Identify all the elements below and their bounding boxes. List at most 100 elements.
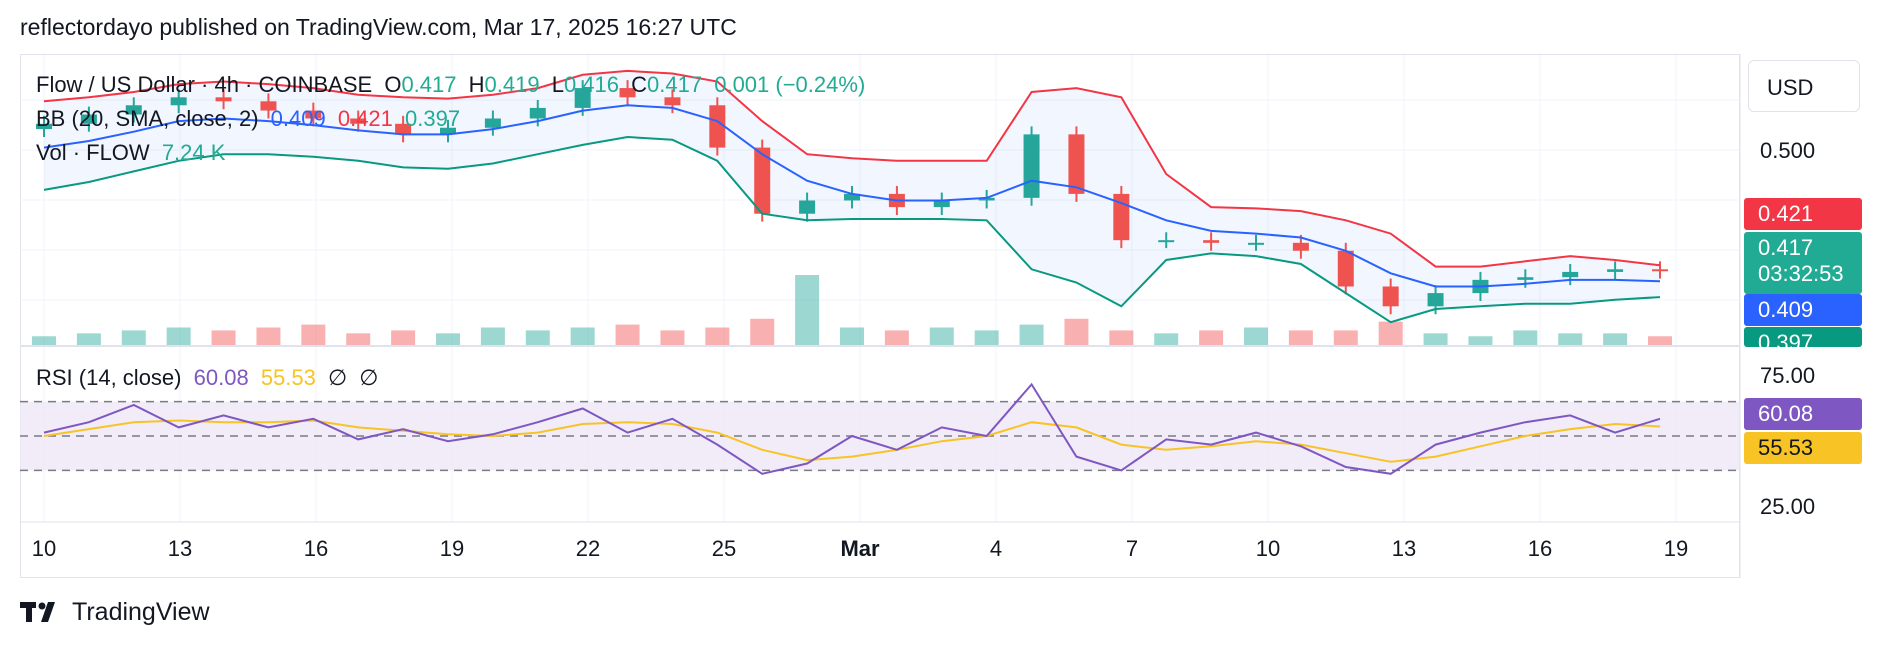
legend-main: Flow / US Dollar · 4h · COINBASE O0.417 …	[36, 72, 871, 98]
candle-23	[1068, 126, 1085, 202]
volume-bar-29	[1333, 330, 1358, 345]
volume-bar-11	[525, 330, 550, 345]
rsi-badge: 60.08	[1744, 398, 1862, 430]
candle-body-14	[664, 97, 681, 106]
candle-body-1	[80, 114, 97, 124]
legend-change: 0.001 (−0.24%)	[714, 72, 866, 97]
candle-9	[440, 119, 456, 143]
rsi-ma-value: 55.53	[260, 365, 316, 390]
last-price-badge: 0.417 03:32:53	[1744, 232, 1862, 294]
time-tick-3: 19	[439, 536, 465, 561]
candle-body-21	[978, 197, 995, 201]
candle-body-8	[395, 123, 412, 135]
upper-band-badge: 0.421	[1744, 198, 1862, 230]
candle-13	[619, 80, 636, 106]
rsi-label[interactable]: RSI (14, close)	[36, 365, 182, 390]
volume-bar-23	[1064, 318, 1089, 345]
candle-body-9	[440, 127, 456, 135]
candle-36	[1652, 261, 1668, 279]
volume-bar-16	[750, 318, 775, 345]
legend-o-label: O	[384, 72, 402, 97]
candle-body-18	[844, 193, 860, 201]
volume-bar-14	[660, 330, 685, 345]
volume-bar-5	[256, 327, 281, 345]
volume-bar-8	[391, 330, 416, 345]
legend-open: 0.417	[401, 72, 457, 97]
last-price-value: 0.417	[1758, 235, 1814, 260]
candle-body-23	[1068, 134, 1085, 194]
volume-bar-17	[795, 275, 820, 345]
legend-close: 0.417	[647, 72, 703, 97]
volume-bar-25	[1154, 333, 1179, 345]
bollinger-lines	[43, 69, 1661, 324]
currency-button[interactable]: USD	[1748, 60, 1860, 112]
volume-bar-19	[884, 330, 909, 345]
time-tick-2: 16	[303, 536, 329, 561]
candle-14	[664, 89, 681, 114]
legend-symbol[interactable]: Flow / US Dollar · 4h · COINBASE	[36, 72, 373, 97]
bb-upper-line	[43, 69, 1661, 268]
candle-body-22	[1023, 134, 1040, 198]
candle-body-5	[260, 101, 277, 111]
candle-18	[844, 185, 860, 209]
candle-body-16	[754, 147, 771, 214]
volume-bar-26	[1199, 330, 1224, 345]
candle-body-2	[125, 105, 142, 115]
candle-25	[1158, 232, 1175, 249]
publisher-caption: reflectordayo published on TradingView.c…	[20, 14, 737, 40]
volume-bar-22	[1019, 324, 1044, 345]
candle-body-25	[1158, 240, 1175, 243]
candle-7	[350, 110, 367, 132]
bb-lower-value: 0.397	[405, 106, 461, 131]
bb-basis-value: 0.409	[270, 106, 326, 131]
volume-bar-30	[1378, 321, 1403, 345]
volume-bar-4	[211, 330, 236, 345]
candle-body-12	[574, 88, 591, 108]
footer-brand[interactable]: TradingView	[20, 598, 210, 627]
candle-body-27	[1248, 242, 1264, 245]
candlesticks	[36, 80, 1668, 315]
candle-20	[933, 192, 950, 216]
candle-6	[305, 102, 322, 127]
legend-low: 0.416	[563, 72, 620, 97]
candle-body-0	[36, 123, 52, 130]
candle-26	[1203, 232, 1220, 251]
volume-bar-31	[1423, 333, 1448, 345]
candle-21	[978, 189, 995, 209]
volume-bar-18	[840, 327, 864, 345]
candle-body-15	[709, 105, 726, 148]
candle-28	[1292, 234, 1309, 259]
bar-countdown: 03:32:53	[1758, 261, 1844, 286]
volume-bar-24	[1109, 330, 1134, 345]
legend-rsi: RSI (14, close) 60.08 55.53 ∅ ∅	[36, 365, 384, 391]
time-tick-5: 25	[711, 536, 737, 561]
candle-22	[1023, 126, 1040, 206]
time-tick-8: 7	[1125, 536, 1139, 561]
volume-bar-32	[1468, 336, 1493, 345]
footer-brand-text: TradingView	[72, 598, 210, 626]
time-tick-6: Mar	[840, 536, 880, 561]
candle-17	[799, 192, 816, 222]
vol-label[interactable]: Vol · FLOW	[36, 140, 150, 165]
candle-body-17	[799, 200, 816, 214]
time-tick-7: 4	[989, 536, 1003, 561]
legend-l-label: L	[551, 72, 564, 97]
volume-bar-33	[1513, 330, 1538, 345]
volume-bar-0	[32, 336, 56, 345]
candle-2	[125, 97, 142, 123]
candle-body-34	[1562, 271, 1579, 278]
volume-bar-21	[974, 330, 999, 345]
time-tick-0: 10	[31, 536, 57, 561]
basis-badge: 0.409	[1744, 294, 1862, 326]
volume-bar-3	[166, 327, 191, 345]
bb-label[interactable]: BB (20, SMA, close, 2)	[36, 106, 259, 131]
time-tick-10: 13	[1391, 536, 1417, 561]
candle-10	[484, 110, 501, 136]
volume-bar-2	[121, 330, 146, 345]
legend-bb: BB (20, SMA, close, 2) 0.409 0.421 0.397	[36, 106, 466, 132]
volume-bar-1	[76, 333, 101, 345]
candle-0	[36, 115, 52, 138]
candle-body-29	[1337, 250, 1354, 287]
candle-body-20	[933, 200, 950, 208]
